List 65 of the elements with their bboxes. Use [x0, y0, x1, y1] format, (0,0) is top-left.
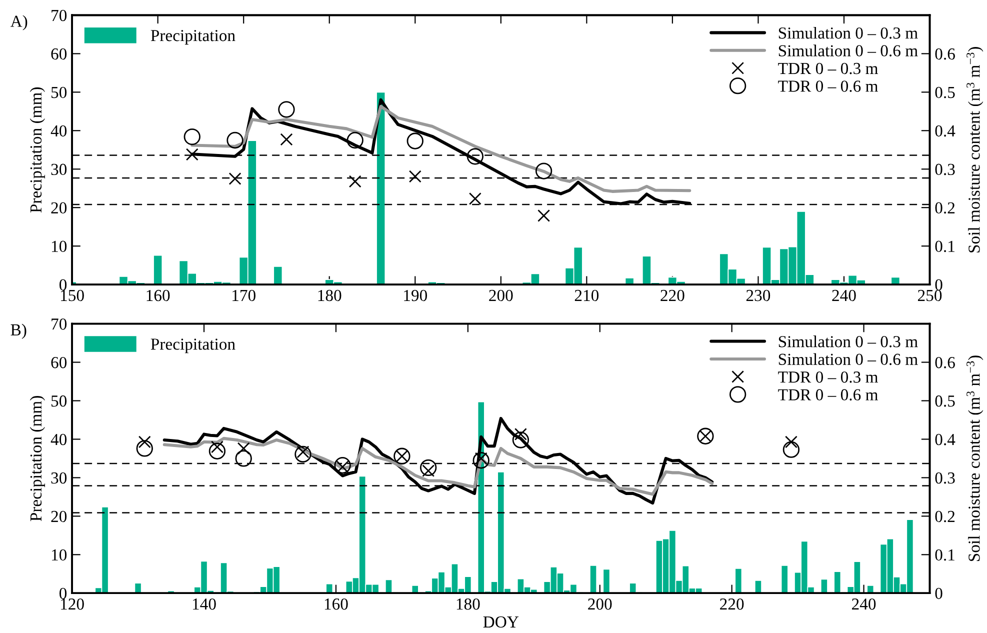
x-tick-label: 210 [574, 290, 599, 302]
y-tick-label: 40 [50, 125, 67, 137]
x-tick-label: 220 [720, 598, 744, 610]
x-tick-label: 240 [852, 598, 876, 610]
x-tick-label: 140 [192, 598, 216, 610]
x-axis-title: DOY [483, 616, 519, 628]
y2-tick-label: 0.4 [935, 125, 956, 137]
y-axis-title: Precipitation (mm) [30, 396, 45, 522]
legend-label: Simulation 0 – 0.6 m [778, 44, 918, 56]
legend-label: Precipitation [150, 338, 236, 354]
y2-tick-label: 0.5 [935, 86, 955, 98]
y2-axis-title: Soil moisture content (m$^{3}$ m$^{−3}$) [966, 47, 984, 252]
y2-tick-label: 0 [935, 279, 942, 290]
legend-label: Simulation 0 – 0.3 m [778, 26, 918, 39]
y-tick-label: 70 [52, 10, 67, 22]
y-tick-label: 20 [51, 202, 67, 214]
x-tick-label: 120 [61, 598, 84, 610]
y2-axis-title: Soil moisture content (m$^{3}$ m$^{−3}$) [966, 356, 984, 561]
chart-title: A) [10, 15, 28, 30]
chart-title: B) [10, 324, 26, 339]
legend-label: Simulation 0 – 0.3 m [778, 336, 918, 348]
x-tick-label: 160 [146, 290, 170, 302]
x-tick-label: 170 [232, 290, 256, 302]
y-tick-label: 0 [59, 588, 67, 600]
x-tick-label: 250 [918, 290, 942, 302]
y2-tick-label: 0.6 [935, 48, 955, 60]
y2-tick-label: 0.1 [935, 240, 954, 252]
y-tick-label: 30 [51, 472, 67, 484]
y-tick-label: 60 [51, 356, 67, 368]
legend-label: Simulation 0 – 0.6 m [778, 353, 918, 366]
x-tick-label: 240 [832, 290, 856, 302]
y-tick-label: 60 [51, 48, 67, 60]
y-tick-label: 70 [52, 318, 67, 330]
y-axis-title: Precipitation (mm) [30, 87, 45, 213]
y-tick-label: 10 [52, 240, 67, 252]
x-tick-label: 180 [456, 598, 480, 610]
y2-tick-label: 0.3 [935, 164, 955, 176]
legend-label: TDR 0 – 0.3 m [778, 62, 878, 74]
x-tick-label: 230 [746, 290, 770, 302]
y-tick-label: 40 [50, 434, 67, 446]
y2-tick-label: 0.6 [935, 356, 955, 368]
x-tick-label: 200 [489, 290, 513, 302]
y2-tick-label: 0.4 [935, 434, 956, 446]
y-tick-label: 50 [51, 395, 67, 407]
legend-label: TDR 0 – 0.6 m [778, 80, 878, 92]
y2-tick-label: 0 [935, 588, 942, 600]
y-tick-label: 0 [59, 279, 67, 290]
x-tick-label: 190 [404, 290, 427, 302]
y2-tick-label: 0.2 [935, 510, 955, 522]
y2-tick-label: 0.5 [935, 395, 955, 407]
y-tick-label: 30 [51, 164, 67, 176]
y2-tick-label: 0.2 [935, 202, 955, 214]
y-tick-label: 10 [52, 549, 67, 561]
y-tick-label: 50 [51, 86, 67, 98]
legend-label: Precipitation [150, 30, 236, 45]
x-tick-label: 150 [61, 290, 84, 302]
legend-label: TDR 0 – 0.6 m [778, 389, 878, 400]
y2-tick-label: 0.1 [935, 549, 954, 561]
y-tick-label: 20 [51, 510, 67, 522]
y2-tick-label: 0.3 [935, 472, 955, 484]
x-tick-label: 160 [324, 598, 348, 610]
x-tick-label: 180 [318, 290, 342, 302]
x-tick-label: 220 [660, 290, 684, 302]
x-tick-label: 200 [588, 598, 612, 610]
legend-label: TDR 0 – 0.3 m [778, 371, 878, 383]
